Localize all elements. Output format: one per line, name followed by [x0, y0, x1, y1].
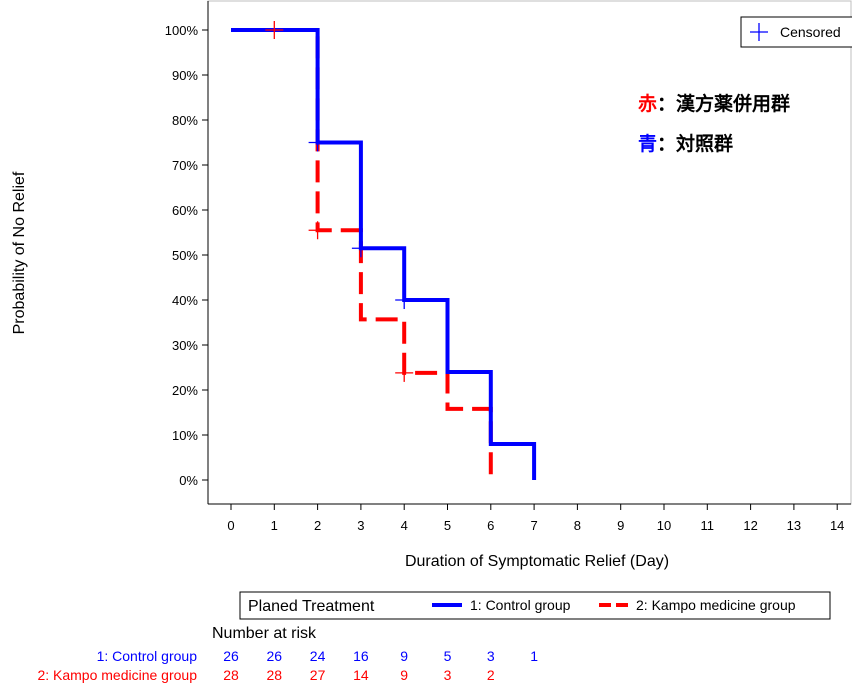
risk-value: 24	[310, 648, 326, 664]
y-tick-label: 40%	[172, 293, 198, 308]
risk-value: 26	[267, 648, 283, 664]
x-tick-label: 1	[271, 518, 278, 533]
annotation-kampo: 赤：漢方薬併用群	[638, 92, 790, 115]
risk-value: 14	[353, 667, 369, 683]
risk-value: 16	[353, 648, 369, 664]
censored-mark-kampo	[395, 363, 414, 382]
series-line-kampo	[231, 28, 493, 480]
y-tick-label: 90%	[172, 68, 198, 83]
risk-value: 26	[223, 648, 239, 664]
y-tick-label: 20%	[172, 383, 198, 398]
annotation-control: 青：対照群	[638, 132, 733, 155]
treatment-legend: Planed Treatment 1: Control group 2: Kam…	[239, 591, 831, 620]
risk-value: 3	[487, 648, 495, 664]
annotation-control-text: ：対照群	[657, 132, 733, 155]
censored-legend: Censored	[740, 16, 852, 48]
x-axis-ticks: 0 1 2 3 4 5 6 7 8 9 10 11 12 13 14	[227, 504, 844, 533]
y-tick-label: 100%	[165, 23, 199, 38]
y-tick-label: 10%	[172, 428, 198, 443]
censored-mark-control	[308, 133, 327, 152]
censored-mark-kampo	[308, 221, 327, 240]
x-tick-label: 0	[227, 518, 234, 533]
y-tick-label: 60%	[172, 203, 198, 218]
x-tick-label: 12	[743, 518, 757, 533]
legend-label-control: 1: Control group	[470, 597, 571, 613]
risk-row-label: 2: Kampo medicine group	[37, 667, 197, 683]
risk-value: 5	[444, 648, 452, 664]
legend-label-kampo: 2: Kampo medicine group	[636, 597, 796, 613]
x-tick-label: 8	[574, 518, 581, 533]
x-axis-label: Duration of Symptomatic Relief (Day)	[405, 553, 669, 570]
y-tick-label: 80%	[172, 113, 198, 128]
y-tick-label: 0%	[179, 473, 198, 488]
risk-row-label: 1: Control group	[97, 648, 198, 664]
y-tick-label: 30%	[172, 338, 198, 353]
censored-mark-kampo	[265, 21, 284, 39]
risk-value: 9	[400, 667, 408, 683]
x-tick-label: 13	[787, 518, 801, 533]
censored-mark-control	[351, 239, 370, 258]
x-tick-label: 7	[530, 518, 537, 533]
treatment-legend-box	[239, 591, 831, 620]
risk-table: 1: Control group 26 26 24 16 9 5 3 1 2: Kampo med…	[37, 648, 538, 683]
annotation-kampo-text: ：漢方薬併用群	[657, 92, 790, 115]
x-tick-label: 4	[401, 518, 408, 533]
y-axis-ticks: 0% 10% 20% 30% 40% 50% 60% 70% 80% 90% 100%	[165, 23, 208, 488]
y-tick-label: 50%	[172, 248, 198, 263]
risk-value: 1	[530, 648, 538, 664]
x-tick-label: 6	[487, 518, 494, 533]
risk-value: 3	[444, 667, 452, 683]
risk-table-title: Number at risk	[212, 625, 317, 642]
x-tick-label: 5	[444, 518, 451, 533]
risk-value: 28	[223, 667, 239, 683]
x-tick-label: 11	[701, 518, 715, 533]
series-line-control	[231, 28, 537, 480]
risk-value: 2	[487, 667, 495, 683]
x-tick-label: 10	[657, 518, 671, 533]
group-annotations: 赤：漢方薬併用群 青：対照群	[638, 92, 790, 155]
censored-mark-control	[395, 291, 414, 309]
x-tick-label: 2	[314, 518, 321, 533]
annotation-control-key: 青	[638, 133, 657, 155]
x-tick-label: 14	[830, 518, 844, 533]
plot-frame	[207, 0, 852, 505]
treatment-legend-title: Planed Treatment	[248, 598, 375, 615]
x-tick-label: 9	[617, 518, 624, 533]
series-layer	[231, 21, 537, 480]
y-tick-label: 70%	[172, 158, 198, 173]
risk-value: 9	[400, 648, 408, 664]
censored-legend-label: Censored	[780, 24, 841, 40]
risk-value: 28	[267, 667, 283, 683]
risk-value: 27	[310, 667, 326, 683]
x-tick-label: 3	[357, 518, 364, 533]
y-axis-label: Probability of No Relief	[11, 171, 28, 334]
annotation-kampo-key: 赤	[638, 93, 657, 115]
